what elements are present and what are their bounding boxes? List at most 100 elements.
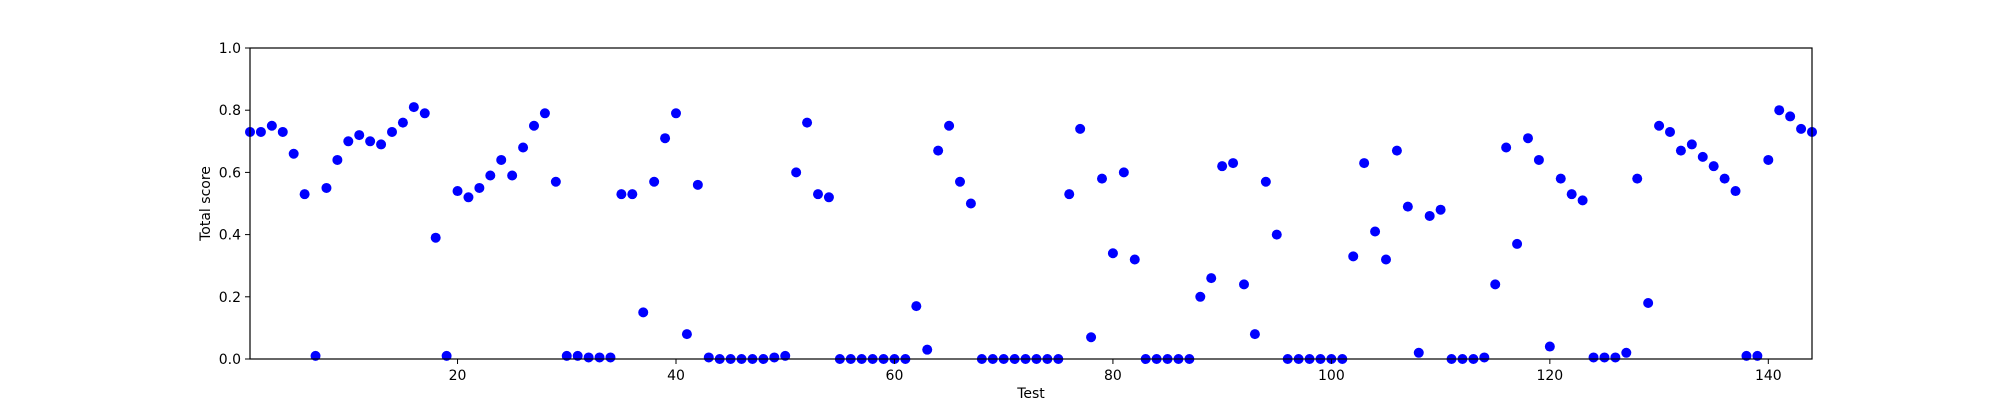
data-point [1610,352,1621,363]
data-point [1501,142,1512,153]
data-point [485,170,496,181]
data-point [955,176,965,187]
data-point [660,133,671,144]
plot-area-frame [249,47,1813,360]
y-tick-label: 0.8 [219,103,241,119]
data-point [474,182,485,193]
data-point [376,139,387,150]
data-point [671,108,681,119]
data-point [1730,186,1741,197]
data-point [441,350,452,361]
y-tick-label: 0.2 [219,290,241,306]
data-point [1708,161,1719,172]
data-point [933,145,944,156]
data-point [255,126,266,137]
data-point [1086,332,1097,343]
data-point [550,176,561,187]
data-point [1435,204,1446,215]
data-point [1402,201,1413,212]
data-point [1097,173,1107,184]
data-point [1413,347,1424,358]
x-axis-label: Test [1016,386,1045,400]
data-point [354,130,365,141]
data-point [1763,154,1774,165]
data-point [343,136,354,147]
data-point [911,301,922,312]
data-point [1523,133,1533,144]
data-point [1424,210,1435,221]
data-point [1359,158,1370,169]
data-point [277,126,288,137]
data-points [245,102,1817,364]
y-tick-label: 0.0 [219,352,241,368]
data-point [1719,173,1730,184]
data-point [1697,151,1708,162]
data-point [408,102,419,113]
data-point [1675,145,1686,156]
data-point [452,186,463,197]
data-point [703,352,714,363]
data-point [1533,154,1544,165]
data-point [1512,238,1523,249]
data-point [299,189,310,200]
data-point [430,232,441,243]
data-point [1752,350,1763,361]
data-point [518,142,529,153]
x-tick-label: 140 [1755,368,1782,384]
data-point [1599,352,1610,363]
data-point [1348,251,1359,262]
data-point [1686,139,1697,150]
data-point [1370,226,1381,237]
data-point [769,352,780,363]
data-point [594,352,605,363]
data-point [1577,195,1588,206]
data-point [1217,161,1228,172]
data-point [922,344,933,355]
data-point [387,126,397,137]
x-tick-label: 100 [1318,368,1345,384]
data-point [813,189,823,200]
data-point [1107,248,1118,259]
data-point [681,329,692,340]
data-point [616,189,627,200]
y-axis-ticks: 0.0 0.2 0.4 0.6 0.8 1.0 [219,41,250,368]
data-point [1064,189,1075,200]
x-tick-label: 80 [1104,368,1122,384]
data-point [823,192,834,203]
data-point [266,120,277,131]
data-point [1239,279,1249,290]
data-point [1774,105,1785,116]
x-tick-label: 40 [667,368,685,384]
data-point [791,167,802,178]
data-point [1260,176,1271,187]
data-point [627,189,638,200]
data-point [321,182,332,193]
y-tick-label: 0.4 [219,228,241,244]
data-point [1391,145,1402,156]
x-tick-label: 120 [1536,368,1563,384]
data-point [1643,298,1654,309]
data-point [1271,229,1282,240]
data-point [605,352,616,363]
data-point [1588,352,1599,363]
y-tick-label: 1.0 [219,41,241,57]
data-point [1381,254,1391,265]
data-point [1621,347,1632,358]
y-tick-label: 0.6 [219,165,241,181]
data-point [507,170,518,181]
y-axis-label: Total score [198,166,214,242]
data-point [1632,173,1643,184]
data-point [1555,173,1566,184]
data-point [583,352,594,363]
data-point [1195,291,1206,302]
x-tick-label: 60 [886,368,904,384]
data-point [780,350,791,361]
x-tick-label: 20 [449,368,467,384]
data-point [1741,350,1752,361]
data-point [1118,167,1129,178]
data-point [1544,341,1555,352]
data-point [572,350,583,361]
data-point [561,350,572,361]
